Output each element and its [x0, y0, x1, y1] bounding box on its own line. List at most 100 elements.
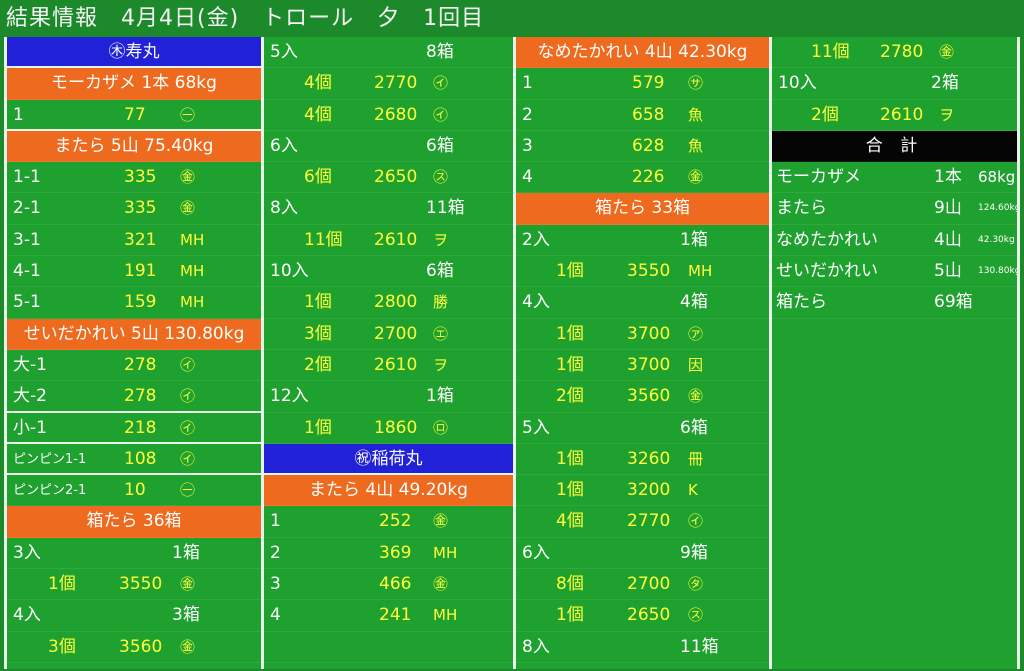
column-3: なめたかれい 4山 42.30kg 1 579 ㋚ 2 658 魚 3 628 魚 4 226 ㊎箱たら…	[513, 37, 769, 669]
lot-id: 小-1	[13, 417, 47, 438]
box-quantity: 6個	[304, 167, 332, 188]
lot-id: 4	[270, 605, 281, 626]
category-header: モーカザメ 1本 68kg	[7, 68, 261, 100]
total-row: 箱たら 69箱	[772, 287, 1017, 319]
column-4: 11個 2780 ㊎ 10入 2箱 2個 2610 ヲ合 計モーカザメ 1本 68kg またら 9山 1…	[769, 37, 1020, 669]
lot-id: 大-1	[13, 354, 47, 375]
box-quantity: 4個	[556, 511, 584, 532]
box-quantity: 3個	[48, 636, 76, 657]
lot-id: 5-1	[13, 292, 41, 313]
buyer-mark: ㊀	[180, 481, 196, 500]
lot-id: 1-1	[13, 167, 41, 188]
lot-price: 226	[632, 167, 665, 188]
box-price: 3550	[627, 261, 671, 282]
box-price-row: 8個 2700 ㋟	[516, 569, 769, 601]
box-size-row: 8入 11箱	[516, 632, 769, 663]
category-header: 箱たら 36箱	[7, 506, 261, 538]
box-size-row: 10入 2箱	[772, 68, 1017, 100]
box-quantity: 1個	[304, 292, 332, 313]
box-price: 2770	[374, 73, 418, 94]
buyer-mark: MH	[180, 230, 205, 249]
buyer-mark: ㊎	[180, 575, 196, 594]
buyer-mark: ヲ	[939, 105, 955, 124]
lot-price: 252	[379, 511, 412, 532]
buyer-mark: ㋑	[180, 355, 196, 374]
lot-id: 2	[270, 542, 281, 563]
buyer-mark: ㋟	[688, 575, 704, 594]
lot-price: 321	[124, 229, 157, 250]
box-size-label: 10入	[778, 73, 817, 94]
lot-id: 1	[522, 73, 533, 94]
total-quantity: 69箱	[934, 292, 973, 313]
total-weight: 68kg	[978, 168, 1016, 187]
buyer-mark: K	[688, 481, 698, 500]
box-price: 3560	[119, 636, 163, 657]
lot-id: 4-1	[13, 261, 41, 282]
category-header: またら 4山 49.20kg	[264, 475, 513, 507]
buyer-mark: MH	[433, 606, 458, 625]
box-price-row: 1個 3700 因	[516, 350, 769, 382]
buyer-mark: MH	[433, 543, 458, 562]
buyer-mark: ㊎	[180, 637, 196, 656]
box-quantity: 8個	[556, 574, 584, 595]
box-price-row: 4個 2770 ㋑	[516, 506, 769, 538]
lot-price: 191	[124, 261, 157, 282]
lot-price: 77	[124, 104, 146, 125]
box-price: 3260	[627, 448, 671, 469]
buyer-mark: ㊎	[180, 199, 196, 218]
category-header: またら 5山 75.40kg	[7, 130, 261, 163]
box-quantity: 2個	[556, 386, 584, 407]
box-count: 1箱	[426, 386, 454, 407]
box-quantity: 1個	[556, 323, 584, 344]
lot-row: 小-1 218 ㋑	[7, 413, 261, 444]
buyer-mark: ㊎	[688, 387, 704, 406]
box-price-row: 3個 2700 ㋓	[264, 319, 513, 350]
box-price-row: 3個 3560 ㊎	[7, 632, 261, 663]
buyer-mark: ヲ	[433, 230, 449, 249]
box-size-row: 4入 4箱	[516, 287, 769, 319]
box-price: 2680	[374, 104, 418, 125]
lot-price: 628	[632, 135, 665, 156]
total-row: せいだかれい 5山 130.80kg	[772, 256, 1020, 288]
lot-row: ピンピン1-1 108 ㋑	[7, 444, 261, 476]
buyer-mark: ㊎	[688, 168, 704, 187]
box-quantity: 1個	[556, 448, 584, 469]
lot-row: 2 369 MH	[264, 538, 513, 570]
buyer-mark: MH	[180, 293, 205, 312]
lot-row: 2 658 魚	[516, 100, 769, 131]
buyer-mark: 冊	[688, 449, 704, 468]
lot-id: 3	[270, 574, 281, 595]
box-count: 9箱	[680, 542, 708, 563]
box-count: 1箱	[172, 542, 200, 563]
box-count: 6箱	[680, 417, 708, 438]
box-count: 6箱	[426, 135, 454, 156]
buyer-mark: 勝	[433, 293, 449, 312]
total-species: モーカザメ	[776, 167, 861, 188]
box-quantity: 2個	[811, 104, 839, 125]
total-weight: 42.30kg	[978, 234, 1015, 245]
lot-price: 335	[124, 167, 157, 188]
blank-row	[264, 632, 513, 663]
box-price: 3560	[627, 386, 671, 407]
buyer-mark: ㋺	[433, 418, 449, 437]
box-size-label: 5入	[270, 42, 298, 62]
lot-row: 4-1 191 MH	[7, 256, 261, 288]
total-quantity: 1本	[934, 167, 962, 188]
box-count: 1箱	[680, 229, 708, 250]
box-size-label: 4入	[13, 605, 41, 626]
buyer-mark: 魚	[688, 105, 704, 124]
lot-id: 2	[522, 104, 533, 125]
box-count: 11箱	[426, 198, 465, 219]
box-price-row: 6個 2650 ㋜	[264, 162, 513, 194]
box-price: 2800	[374, 292, 418, 313]
box-price-row: 1個 2800 勝	[264, 287, 513, 319]
box-price-row: 4個 2770 ㋑	[264, 68, 513, 100]
box-size-row: 2入 1箱	[516, 225, 769, 257]
box-price-row: 1個 3550 ㊎	[7, 569, 261, 601]
box-price-row: 2個 2610 ヲ	[264, 350, 513, 382]
box-price-row: 1個 3550 MH	[516, 256, 769, 288]
buyer-mark: ㊎	[433, 575, 449, 594]
lot-id: 2-1	[13, 198, 41, 219]
total-weight: 130.80kg	[978, 266, 1020, 277]
lot-price: 278	[124, 354, 157, 375]
